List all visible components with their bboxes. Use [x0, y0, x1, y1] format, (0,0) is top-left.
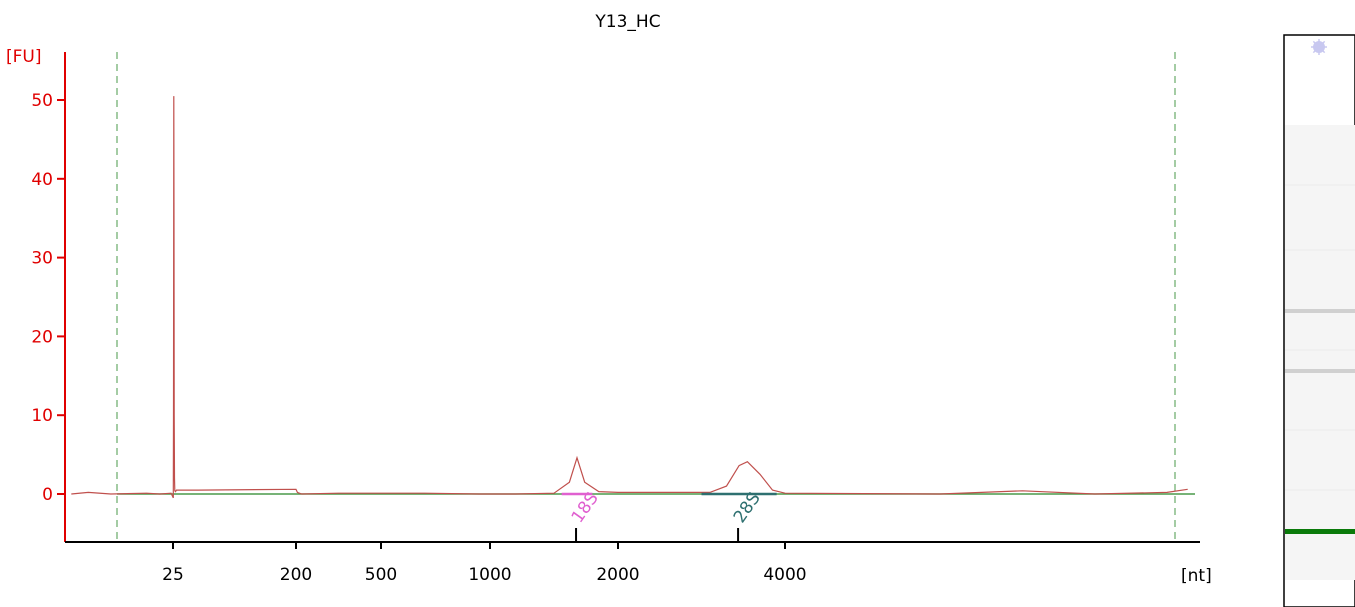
y-tick-label: 20 — [31, 327, 53, 347]
gel-lane — [1283, 34, 1355, 607]
chart-title: Y13_HC — [594, 12, 660, 32]
gel-band-28s — [1285, 369, 1355, 373]
peak-markers: 18S 28S — [561, 489, 777, 543]
y-tick-label: 0 — [42, 485, 53, 505]
series-group — [71, 96, 1188, 499]
gel-upper-marker-ray — [1318, 40, 1326, 48]
x-axis-unit-label: [nt] — [1181, 566, 1212, 586]
x-tick-label: 200 — [280, 565, 312, 585]
y-tick-label: 40 — [31, 170, 53, 190]
gel-upper-marker-icon — [1311, 39, 1327, 55]
y-tick-label: 30 — [31, 249, 53, 269]
x-tick-label: 4000 — [763, 565, 806, 585]
x-tick-label: 25 — [162, 565, 184, 585]
gel-band-18s — [1285, 309, 1355, 313]
gel-upper-marker-ray — [1318, 46, 1326, 54]
x-tick-label: 500 — [365, 565, 397, 585]
y-tick-label: 10 — [31, 406, 53, 426]
x-tick-label: 1000 — [468, 565, 511, 585]
gel-upper-marker-ray — [1312, 40, 1320, 48]
gel-lower-marker-band — [1285, 529, 1355, 534]
run-window-lines — [116, 52, 1176, 541]
x-axis: 25 200 500 1000 2000 4000 — [65, 541, 1200, 585]
y-axis-unit-label: [FU] — [6, 47, 42, 67]
gel-upper-marker-ray — [1312, 46, 1320, 54]
x-tick-label: 2000 — [596, 565, 639, 585]
gel-lane-body — [1285, 125, 1355, 580]
y-tick-label: 50 — [31, 91, 53, 111]
series-line — [71, 96, 1188, 499]
y-axis: 0 10 20 30 40 50 — [31, 52, 66, 542]
